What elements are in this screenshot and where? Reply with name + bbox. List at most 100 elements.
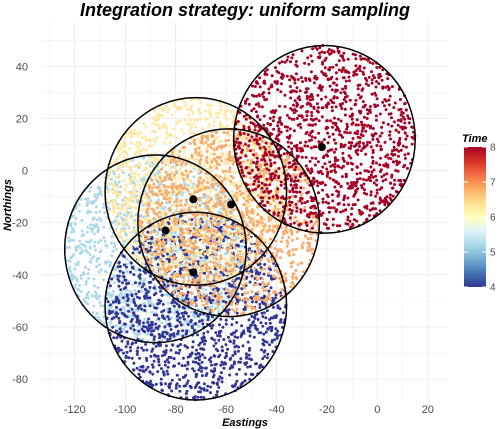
sample-point [182,150,186,154]
sample-point [193,184,197,188]
sample-point [183,364,187,368]
sample-point [212,120,216,124]
sample-point [85,230,89,234]
sample-point [195,252,199,256]
sample-point [213,264,216,268]
sample-point [143,234,147,238]
sample-point [145,173,149,177]
sample-point [105,185,109,189]
sample-point [117,206,121,210]
sample-point [188,131,192,135]
sample-point [74,245,78,249]
sample-point [203,356,207,360]
sample-point [154,256,158,260]
sample-point [198,286,202,290]
sample-point [152,116,156,120]
sample-point [174,325,178,329]
sample-point [124,265,128,269]
sample-point [226,124,230,128]
sample-point [286,241,290,245]
sample-point [128,305,132,309]
sample-point [139,149,143,153]
sample-point [188,118,192,122]
sample-point [261,357,265,361]
sample-point [229,237,233,241]
sample-point [242,258,246,262]
sample-point [278,320,282,324]
sample-point [134,252,138,256]
sample-point [217,386,221,389]
sample-point [127,197,131,201]
sample-point [181,254,185,258]
sample-point [135,196,139,200]
sample-point [158,106,162,110]
sample-point [254,271,258,275]
sample-point [169,382,173,386]
sample-point [166,338,170,341]
sample-point [191,224,195,228]
sample-point [263,349,267,353]
sample-point [240,227,244,230]
sample-point [267,289,271,293]
sample-point [276,292,280,296]
sample-point [243,149,247,153]
sample-point [136,179,140,183]
sample-point [174,136,178,140]
sample-point [169,218,173,222]
sample-point [77,203,81,207]
sample-point [145,356,148,360]
sample-point [132,188,136,192]
sample-point [119,348,123,352]
sample-point [220,232,224,236]
sample-point [90,201,94,205]
sample-point [107,286,111,290]
sample-point [147,317,151,321]
sample-point [197,253,201,257]
sample-point [209,356,213,360]
sample-point [200,254,204,258]
sample-point [212,164,216,168]
sample-point [222,161,226,165]
sample-point [156,327,160,330]
sample-point [266,352,270,356]
sample-point [178,167,182,171]
sample-point [134,152,138,156]
sample-point [206,181,210,185]
sample-point [187,244,191,248]
sample-point [194,298,198,302]
sample-point [188,179,192,182]
sample-point [168,255,172,259]
sample-point [169,141,173,145]
sample-point [295,277,299,281]
sample-point [125,203,129,207]
sample-point [188,128,192,132]
sample-point [252,208,256,212]
sample-point [270,328,274,331]
sample-point [144,136,148,139]
sample-point [153,353,157,357]
sample-point [226,177,229,181]
sample-point [223,173,227,177]
sample-point [232,362,236,365]
sample-point [204,288,208,292]
sample-point [212,124,216,128]
sample-point [164,319,168,323]
sample-point [163,363,167,367]
sample-point [237,345,241,349]
sample-point [135,335,139,339]
sample-point [133,228,137,232]
sample-point [138,281,142,285]
sample-point [226,158,230,161]
sample-point [191,345,195,349]
sample-point [153,284,157,288]
sample-point [159,299,163,303]
sample-point [93,193,97,197]
sample-point [72,238,76,242]
sample-point [86,250,90,254]
sample-point [216,193,220,197]
sample-point [240,287,244,291]
sample-point [190,109,194,113]
sample-point [94,290,97,294]
sample-point [167,207,171,210]
sample-point [301,246,304,250]
